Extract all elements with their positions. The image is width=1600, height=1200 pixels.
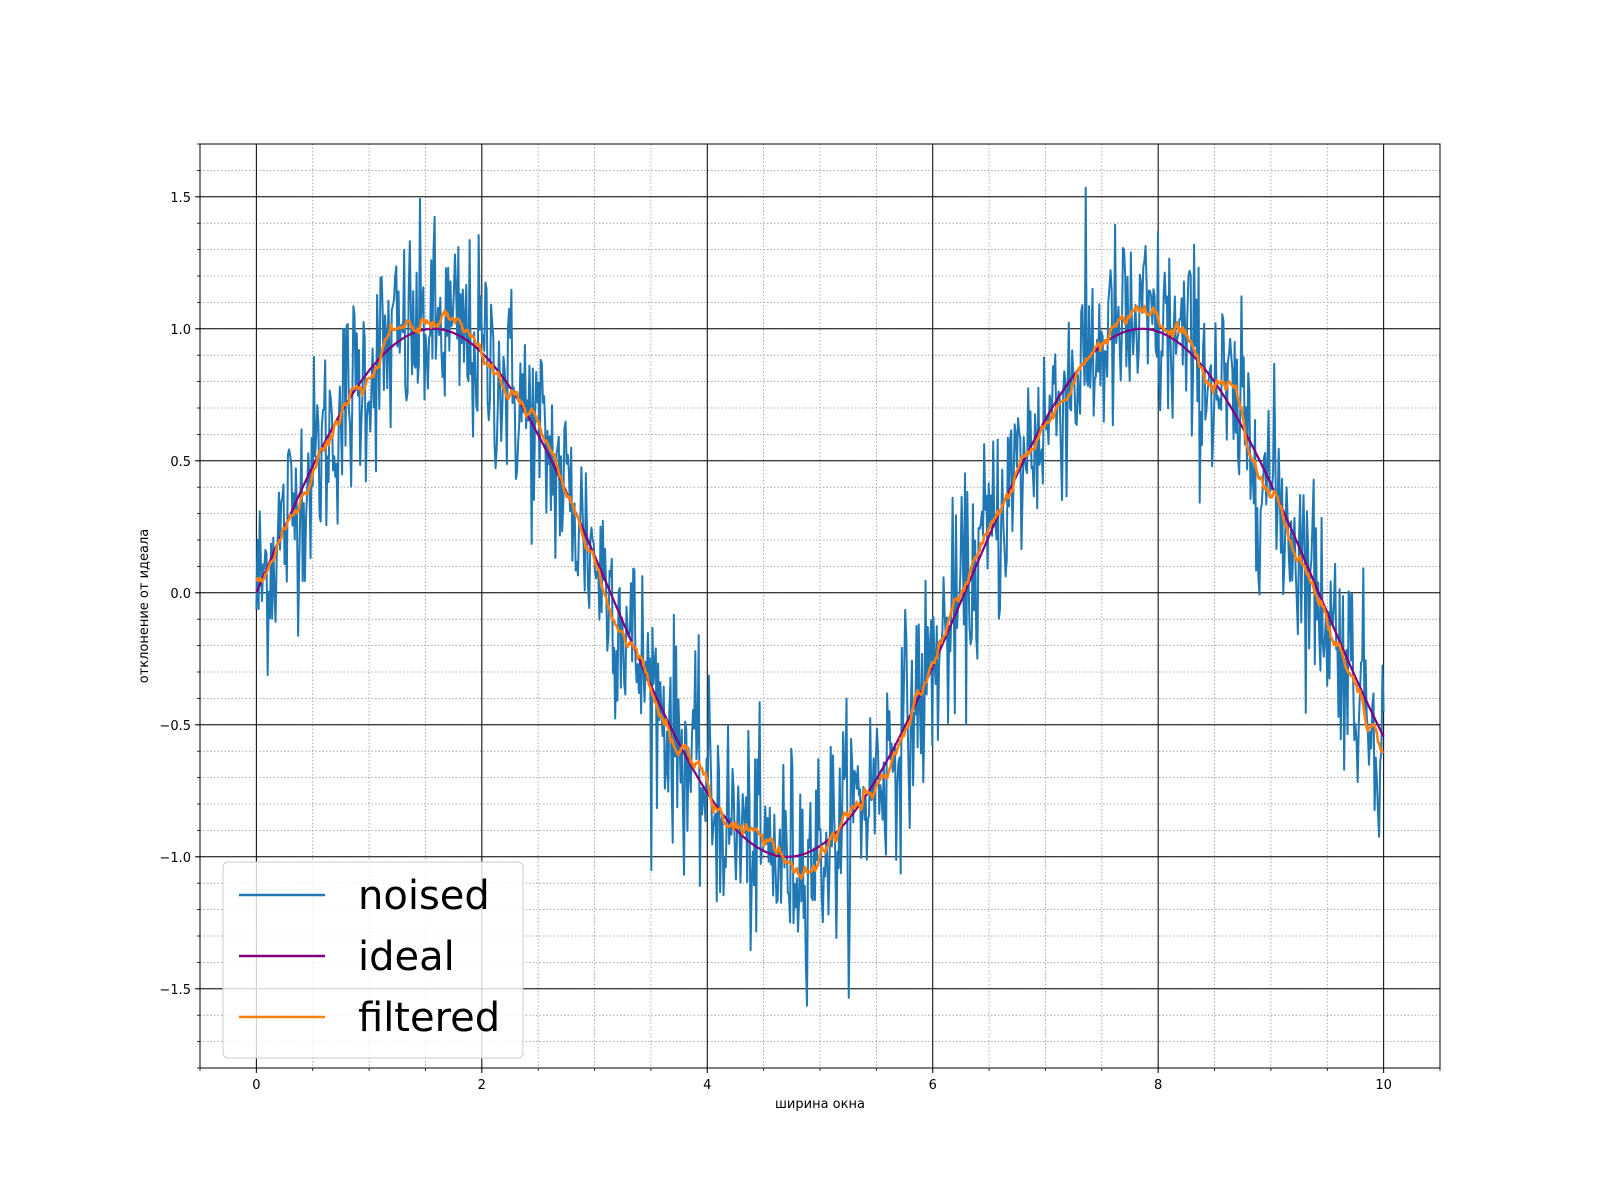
x-tick-label: 10 [1375,1078,1392,1093]
y-tick-label: 1.0 [170,323,191,338]
y-tick-label: −1.0 [159,851,191,866]
y-tick-label: 1.5 [170,191,191,206]
x-tick-label: 4 [703,1078,711,1093]
y-axis-ticks: −1.5 −1.0 −0.5 0.0 0.5 1.0 1.5 [159,143,200,1069]
y-tick-label: −1.5 [159,983,191,998]
x-tick-label: 6 [929,1078,937,1093]
legend-label-filtered: filtered [358,995,500,1041]
plot-lines [255,186,1385,1007]
legend-box [222,861,524,1059]
legend: noised ideal filtered [222,861,524,1059]
x-axis-ticks: 0 2 4 6 8 10 [199,1068,1441,1093]
y-tick-label: −0.5 [159,719,191,734]
x-axis-label: ширина окна [775,1097,865,1112]
legend-label-ideal: ideal [358,934,455,980]
series-filtered-line [255,304,1385,880]
y-axis-label: отклонение от идеала [137,529,152,684]
x-tick-label: 0 [252,1078,260,1093]
legend-label-noised: noised [358,873,490,919]
y-tick-label: 0.5 [170,455,191,470]
y-tick-label: 0.0 [170,587,191,602]
x-tick-label: 8 [1154,1078,1162,1093]
series-noised-line [255,186,1385,1007]
x-tick-label: 2 [478,1078,486,1093]
series-ideal-line [255,327,1385,858]
